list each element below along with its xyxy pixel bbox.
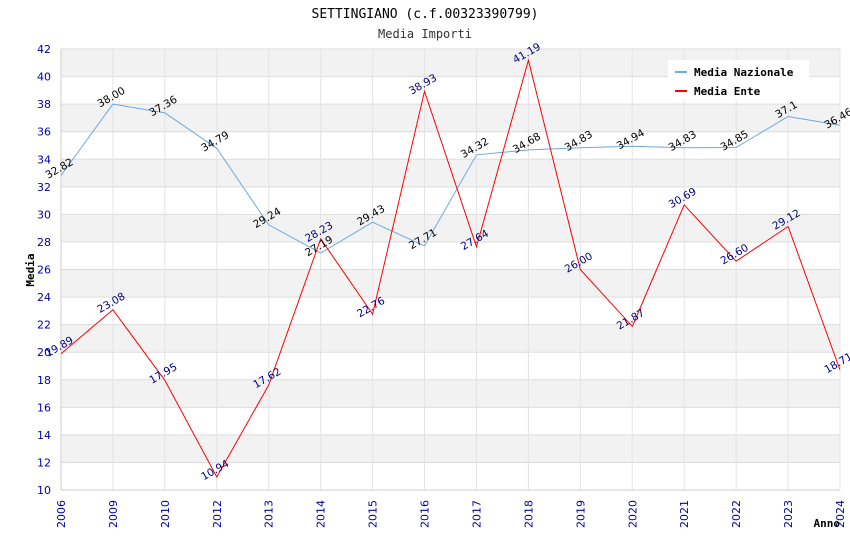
data-label-ente: 18.71 (822, 351, 850, 376)
y-tick-label: 26 (37, 264, 51, 277)
y-tick-label: 42 (37, 43, 51, 56)
grid-band (61, 159, 840, 187)
y-tick-label: 14 (37, 429, 51, 442)
y-tick-label: 10 (37, 484, 51, 497)
y-tick-label: 18 (37, 374, 51, 387)
series-line-media-ente (60, 58, 841, 479)
grid-lines (60, 48, 841, 491)
grid-band (61, 379, 840, 408)
x-tick-label: 2015 (367, 500, 380, 528)
series-line-media-nazionale (60, 103, 841, 254)
x-axis-label: Anno (814, 517, 841, 530)
x-tick-label: 2021 (678, 500, 691, 528)
y-tick-label: 40 (37, 71, 51, 84)
x-tick-label: 2010 (159, 500, 172, 528)
grid-band (61, 214, 840, 242)
y-tick-label: 16 (37, 401, 51, 414)
x-tick-label: 2018 (522, 500, 535, 528)
data-label-ente: 22.76 (355, 295, 387, 321)
y-tick-label: 34 (37, 153, 51, 166)
grid-band (61, 269, 840, 298)
legend-label: Media Nazionale (694, 66, 794, 79)
y-tick-label: 38 (37, 98, 51, 111)
grid-bands (61, 49, 840, 463)
grid-band (61, 104, 840, 132)
y-tick-label: 28 (37, 236, 51, 249)
y-tick-label: 32 (37, 181, 51, 194)
y-tick-label: 30 (37, 208, 51, 221)
x-tick-label: 2020 (626, 500, 639, 528)
legend-box (668, 60, 809, 100)
y-tick-label: 22 (37, 319, 51, 332)
chart-title: SETTINGIANO (c.f.00323390799) (312, 7, 539, 22)
x-tick-label: 2016 (419, 500, 432, 528)
legend-label: Media Ente (694, 85, 761, 98)
y-axis: 10 12 14 16 18 20 22 24 26 28 30 32 34 36 38 40 42 (37, 43, 51, 497)
x-tick-label: 2022 (730, 500, 743, 528)
chart-subtitle: Media Importi (378, 27, 472, 41)
y-tick-label: 24 (37, 291, 51, 304)
data-label-nazionale: 34.83 (563, 129, 595, 154)
x-tick-label: 2013 (263, 500, 276, 528)
legend: Media Nazionale Media Ente (668, 60, 809, 100)
x-tick-label: 2009 (107, 500, 120, 528)
x-tick-label: 2019 (574, 500, 587, 528)
grid-band (61, 434, 840, 463)
y-tick-label: 20 (37, 346, 51, 359)
data-label-nazionale: 34.79 (199, 129, 231, 154)
y-tick-label: 12 (37, 456, 51, 469)
x-tick-label: 2012 (211, 500, 224, 528)
x-tick-label: 2023 (782, 500, 795, 528)
x-tick-label: 2024 (834, 500, 847, 528)
x-tick-label: 2014 (315, 500, 328, 528)
x-axis: 2006 2009 2010 2012 2013 2014 2015 2016 2017 2018… (55, 500, 847, 528)
y-axis-label: Media (24, 253, 37, 286)
x-tick-label: 2017 (470, 500, 483, 528)
data-label-ente: 19.89 (43, 334, 75, 359)
data-label-ente: 26.60 (719, 242, 751, 267)
x-tick-label: 2006 (55, 500, 68, 528)
data-label-nazionale: 34.68 (511, 131, 543, 156)
y-tick-label: 36 (37, 126, 51, 139)
grid-band (61, 324, 840, 353)
data-label-nazionale: 34.83 (667, 129, 699, 154)
series-lines (60, 58, 841, 479)
